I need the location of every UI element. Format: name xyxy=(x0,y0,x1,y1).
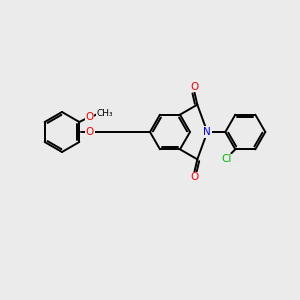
Text: O: O xyxy=(190,82,198,92)
Text: O: O xyxy=(85,112,93,122)
Text: O: O xyxy=(190,172,198,182)
Text: CH₃: CH₃ xyxy=(96,109,112,118)
Text: O: O xyxy=(86,127,94,137)
Text: Cl: Cl xyxy=(221,154,232,164)
Text: N: N xyxy=(203,127,211,137)
